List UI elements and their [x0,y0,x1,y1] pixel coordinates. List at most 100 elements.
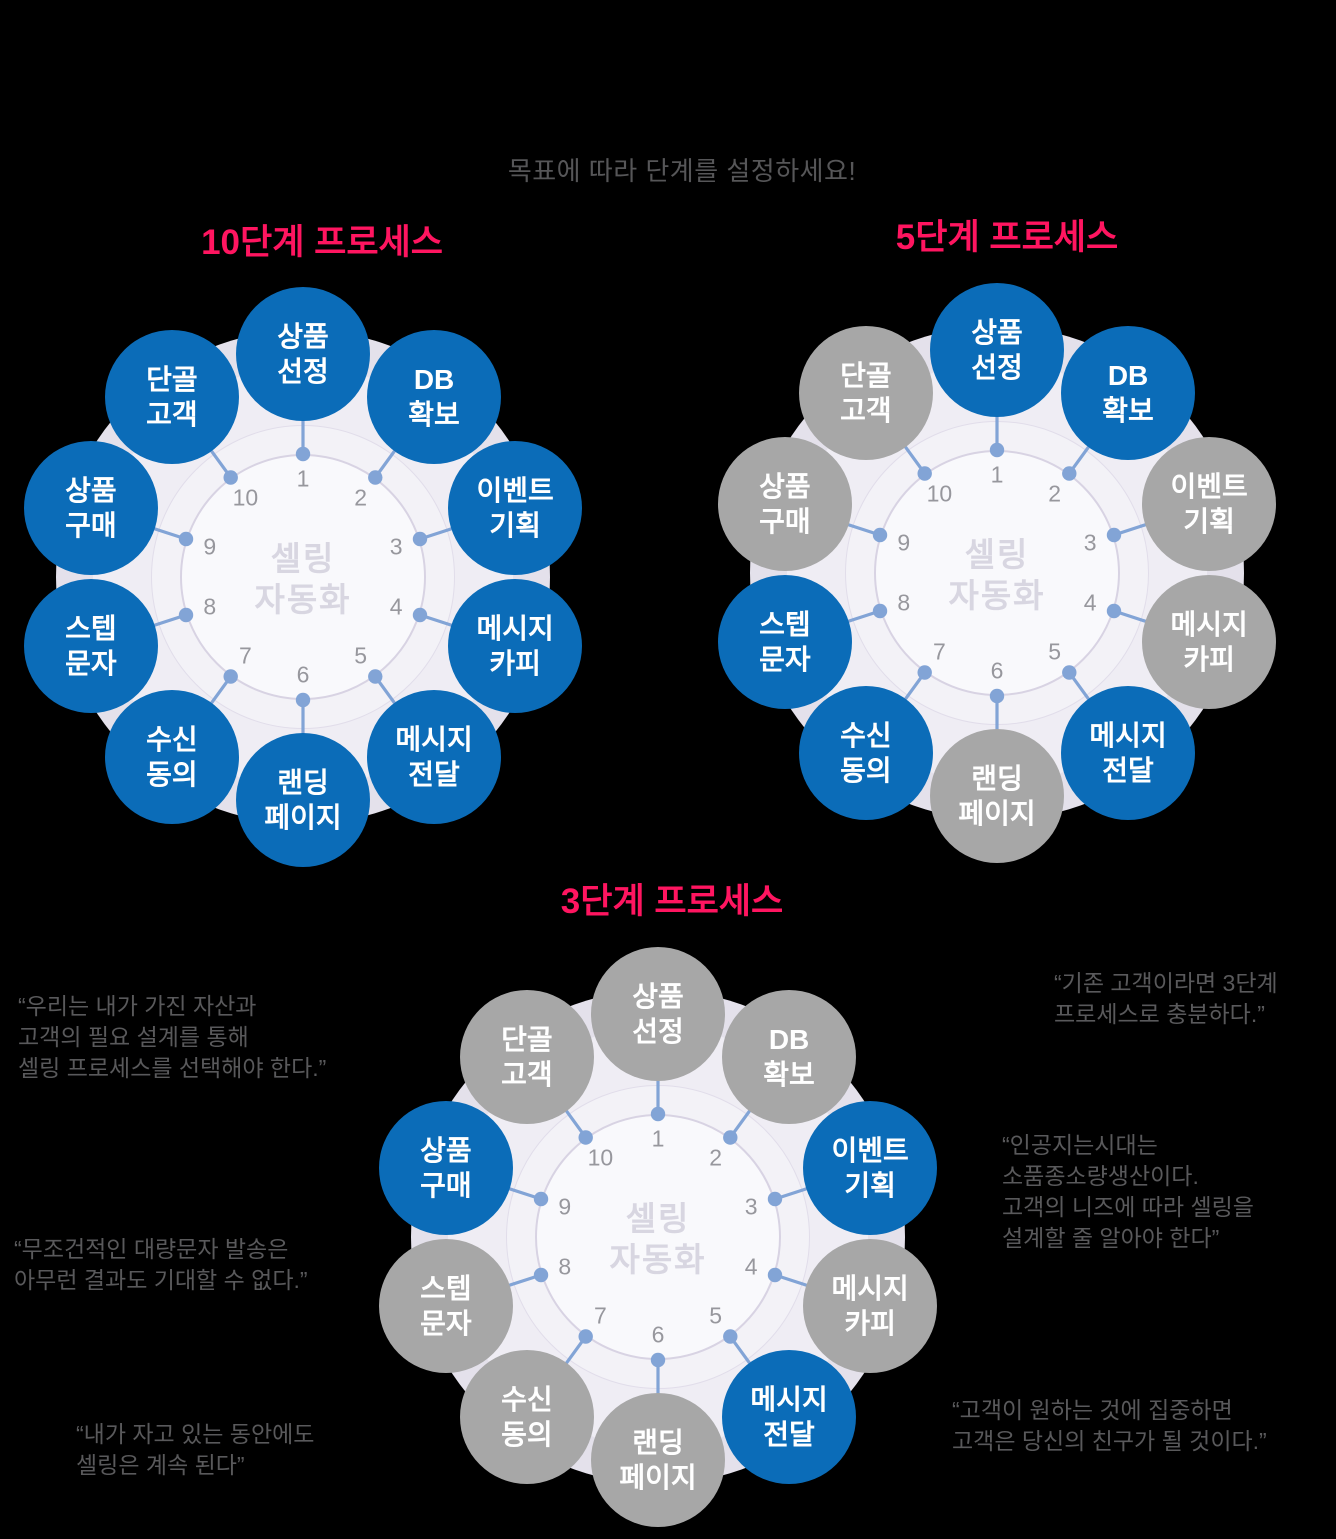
connector-dot [178,531,194,547]
step-number: 5 [1048,638,1061,665]
step-number: 8 [558,1253,572,1280]
page-subtitle: 목표에 따라 단계를 설정하세요! [507,156,857,186]
step-node-7-active: 수신 동의 [798,686,933,821]
step-node-6-inactive: 랜딩 페이지 [591,1393,725,1527]
step-number: 2 [354,484,367,511]
step-number: 10 [232,484,259,511]
step-node-2-inactive: DB 확보 [722,989,857,1124]
step-number: 1 [651,1125,665,1152]
connector-dot [578,1329,593,1344]
step-node-1-active: 상품 선정 [930,283,1064,417]
step-number: 9 [203,533,217,560]
connector-dot [578,1130,593,1145]
quote-selling-while-sleeping: “내가 자고 있는 동안에도 셀링은 계속 된다” [76,1421,315,1478]
step-number: 5 [709,1302,722,1329]
step-number: 4 [389,593,403,620]
connector-dot [295,692,311,708]
connector-dot [989,442,1005,458]
step-number: 7 [932,638,946,665]
step-node-1-inactive: 상품 선정 [591,947,725,1081]
connector-dot [917,665,932,680]
step-node-9-active: 상품 구매 [23,441,158,576]
step-node-8-inactive: 스텝 문자 [378,1238,513,1373]
connector-dot [650,1106,666,1122]
step-node-1-active: 상품 선정 [236,287,370,421]
step-number: 8 [203,593,217,620]
center-label: 셀링 자동화 [948,536,1046,614]
step-node-4-inactive: 메시지 카피 [803,1238,938,1373]
connector-dot [533,1267,549,1283]
inner-ring [535,1114,781,1360]
step-node-6-active: 랜딩 페이지 [236,733,370,867]
step-number: 3 [1083,529,1097,556]
connector-dot [1062,466,1077,481]
process-5-title: 5단계 프로세스 [895,218,1119,257]
step-number: 3 [744,1193,758,1220]
step-number: 10 [587,1144,614,1171]
quote-ai-era: “인공지는시대는 소품종소량생산이다. 고객의 니즈에 따라 셀링을 설계할 줄… [1002,1132,1254,1251]
step-number: 7 [593,1302,607,1329]
step-number: 2 [1048,480,1061,507]
connector-dot [1106,603,1122,619]
step-number: 6 [990,657,1004,684]
step-node-2-active: DB 확보 [367,329,502,464]
step-node-4-inactive: 메시지 카피 [1142,574,1277,709]
connector-dot [917,466,932,481]
connector-dot [650,1352,666,1368]
step-number: 3 [389,533,403,560]
connector-dot [723,1329,738,1344]
center-label: 셀링 자동화 [609,1200,707,1278]
process-5-diagram: 1 2 3 4 5 6 7 8 9 10 셀링 자동화 상품 선정 DB 확보 이벤트 기획 메시지 카피 메… [697,273,1297,873]
step-number: 2 [709,1144,722,1171]
connector-dot [412,531,428,547]
process-10-title: 10단계 프로세스 [201,223,443,262]
quote-customer-focus: “고객이 원하는 것에 집중하면 고객은 당신의 친구가 될 것이다.” [952,1397,1267,1454]
center-label: 셀링 자동화 [254,540,352,618]
step-node-10-inactive: 단골 고객 [459,989,594,1124]
step-number: 7 [238,642,252,669]
step-number: 1 [990,461,1004,488]
connector-dot [295,446,311,462]
step-number: 10 [926,480,953,507]
step-node-9-inactive: 상품 구매 [717,437,852,572]
connector-dot [989,688,1005,704]
step-number: 8 [897,589,911,616]
connector-dot [1062,665,1077,680]
step-node-3-active: 이벤트 기획 [803,1101,938,1236]
connector-dot [1106,527,1122,543]
step-node-7-active: 수신 동의 [104,690,239,825]
step-node-4-active: 메시지 카피 [448,578,583,713]
step-node-8-active: 스텝 문자 [23,578,158,713]
step-number: 6 [296,661,310,688]
step-node-9-active: 상품 구매 [378,1101,513,1236]
connector-dot [368,470,383,485]
step-node-6-inactive: 랜딩 페이지 [930,729,1064,863]
step-node-5-active: 메시지 전달 [722,1350,857,1485]
process-3-title: 3단계 프로세스 [560,882,784,921]
quote-existing-customer: “기존 고객이라면 3단계 프로세스로 충분하다.” [1054,970,1278,1027]
process-3-diagram: 1 2 3 4 5 6 7 8 9 10 셀링 자동화 상품 선정 DB 확보 이벤트 기획 메시지 카피 메… [358,937,958,1537]
step-node-5-active: 메시지 전달 [367,690,502,825]
step-node-5-active: 메시지 전달 [1061,686,1196,821]
connector-dot [723,1130,738,1145]
connector-dot [178,607,194,623]
step-node-7-inactive: 수신 동의 [459,1350,594,1485]
step-node-2-active: DB 확보 [1061,325,1196,460]
step-number: 5 [354,642,367,669]
connector-dot [533,1191,549,1207]
connector-dot [412,607,428,623]
step-node-3-active: 이벤트 기획 [448,441,583,576]
connector-dot [872,603,888,619]
step-node-8-active: 스텝 문자 [717,574,852,709]
connector-dot [767,1267,783,1283]
quote-mass-message: “무조건적인 대량문자 발송은 아무런 결과도 기대할 수 없다.” [14,1236,308,1293]
quote-select-process: “우리는 내가 가진 자산과 고객의 필요 설계를 통해 셀링 프로세스를 선택… [18,993,327,1081]
step-number: 4 [1083,589,1097,616]
process-10-diagram: 1 2 3 4 5 6 7 8 9 10 셀링 자동화 상품 선정 DB 확보 이벤트 기획 메시지 카피 메… [3,277,603,877]
inner-ring [874,450,1120,696]
step-number: 6 [651,1321,665,1348]
connector-dot [223,669,238,684]
step-node-10-active: 단골 고객 [104,329,239,464]
connector-dot [872,527,888,543]
step-number: 9 [897,529,911,556]
